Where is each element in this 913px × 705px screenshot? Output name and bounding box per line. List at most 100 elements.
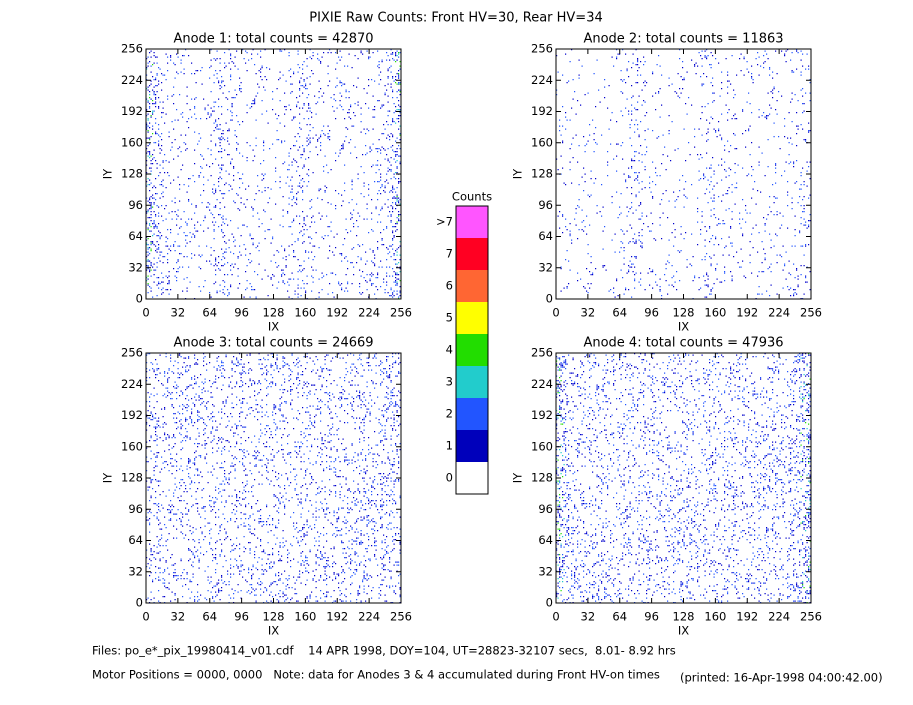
page-title: PIXIE Raw Counts: Front HV=30, Rear HV=3… — [309, 11, 603, 26]
x-axis-label: IX — [678, 320, 689, 334]
x-tick-label: 160 — [704, 610, 726, 624]
colorbar-label: 5 — [446, 311, 453, 325]
pixel-texture — [147, 52, 401, 300]
x-tick-label: 160 — [704, 306, 726, 320]
pixel-texture — [146, 353, 401, 604]
panel-title: Anode 1: total counts = 42870 — [173, 32, 373, 47]
y-tick-label: 256 — [121, 346, 143, 360]
y-tick-label: 128 — [531, 471, 553, 485]
y-tick-label: 256 — [531, 346, 553, 360]
colorbar-swatch — [456, 238, 488, 270]
x-tick-label: 128 — [263, 610, 285, 624]
y-tick-label: 224 — [121, 377, 143, 391]
y-tick-label: 256 — [121, 42, 143, 56]
x-axis-label: IX — [268, 320, 279, 334]
y-tick-label: 96 — [538, 502, 553, 516]
colorbar-title: Counts — [452, 190, 492, 204]
y-tick-label: 160 — [531, 439, 553, 453]
x-tick-label: 32 — [581, 306, 596, 320]
y-tick-label: 0 — [136, 596, 143, 610]
colorbar-swatch — [456, 430, 488, 462]
colorbar-swatch — [456, 366, 488, 398]
y-tick-label: 64 — [128, 229, 143, 243]
x-tick-label: 128 — [673, 306, 695, 320]
pixel-texture — [556, 49, 811, 300]
y-tick-label: 32 — [128, 564, 143, 578]
y-tick-label: 192 — [531, 104, 553, 118]
x-tick-label: 256 — [800, 306, 822, 320]
y-tick-label: 32 — [128, 260, 143, 274]
panel-title: Anode 2: total counts = 11863 — [583, 32, 783, 47]
y-tick-label: 256 — [531, 42, 553, 56]
x-tick-label: 192 — [736, 610, 758, 624]
y-tick-label: 224 — [531, 73, 553, 87]
y-tick-label: 128 — [121, 471, 143, 485]
x-tick-label: 0 — [552, 306, 559, 320]
y-tick-label: 64 — [128, 533, 143, 547]
y-tick-label: 160 — [121, 439, 143, 453]
colorbar-label: 6 — [446, 279, 453, 293]
y-axis-label: IY — [101, 472, 115, 483]
y-axis-label: IY — [511, 472, 525, 483]
pixel-texture — [146, 49, 401, 300]
y-tick-label: 64 — [538, 533, 553, 547]
colorbar-label: 0 — [446, 471, 453, 485]
x-axis-label: IX — [678, 624, 689, 638]
y-tick-label: 32 — [538, 564, 553, 578]
x-tick-label: 32 — [581, 610, 596, 624]
y-tick-label: 96 — [128, 198, 143, 212]
colorbar-swatch — [456, 334, 488, 366]
x-tick-label: 256 — [390, 610, 412, 624]
x-tick-label: 224 — [768, 610, 790, 624]
x-tick-label: 64 — [202, 610, 217, 624]
x-tick-label: 96 — [644, 610, 659, 624]
x-tick-label: 64 — [612, 306, 627, 320]
x-axis-label: IX — [268, 624, 279, 638]
pixel-texture — [556, 49, 811, 300]
colorbar-swatch — [456, 302, 488, 334]
colorbar-label: 1 — [446, 439, 453, 453]
footer-motor: Motor Positions = 0000, 0000 Note: data … — [92, 668, 660, 682]
panel-title: Anode 3: total counts = 24669 — [173, 336, 373, 351]
x-tick-label: 96 — [234, 610, 249, 624]
x-tick-label: 224 — [768, 306, 790, 320]
colorbar-swatch — [456, 462, 488, 494]
colorbar-label: 4 — [446, 343, 453, 357]
y-tick-label: 64 — [538, 229, 553, 243]
y-axis-label: IY — [101, 168, 115, 179]
x-tick-label: 224 — [358, 610, 380, 624]
x-tick-label: 224 — [358, 306, 380, 320]
x-tick-label: 0 — [142, 610, 149, 624]
x-tick-label: 32 — [171, 306, 186, 320]
x-tick-label: 256 — [800, 610, 822, 624]
footer-printed: (printed: 16-Apr-1998 04:00:42.00) — [680, 671, 883, 685]
pixel-texture — [556, 353, 811, 604]
colorbar-swatch — [456, 398, 488, 430]
x-tick-label: 128 — [673, 610, 695, 624]
y-tick-label: 224 — [121, 73, 143, 87]
x-tick-label: 96 — [234, 306, 249, 320]
panel-title: Anode 4: total counts = 47936 — [583, 336, 783, 351]
x-tick-label: 64 — [612, 610, 627, 624]
x-tick-label: 192 — [736, 306, 758, 320]
x-tick-label: 160 — [294, 610, 316, 624]
x-tick-label: 192 — [326, 306, 348, 320]
pixel-texture — [146, 49, 401, 300]
colorbar-label: 2 — [446, 407, 453, 421]
plot-frame — [555, 48, 812, 300]
y-tick-label: 192 — [531, 408, 553, 422]
y-axis-label: IY — [511, 168, 525, 179]
x-tick-label: 64 — [202, 306, 217, 320]
x-tick-label: 128 — [263, 306, 285, 320]
colorbar-frame — [455, 205, 489, 495]
y-tick-label: 0 — [546, 292, 553, 306]
plot-frame — [145, 48, 402, 300]
pixel-texture — [146, 53, 401, 283]
colorbar-label: >7 — [436, 215, 453, 229]
y-tick-label: 128 — [121, 167, 143, 181]
x-tick-label: 160 — [294, 306, 316, 320]
y-tick-label: 32 — [538, 260, 553, 274]
colorbar-swatch — [456, 206, 488, 238]
y-tick-label: 192 — [121, 408, 143, 422]
y-tick-label: 96 — [128, 502, 143, 516]
